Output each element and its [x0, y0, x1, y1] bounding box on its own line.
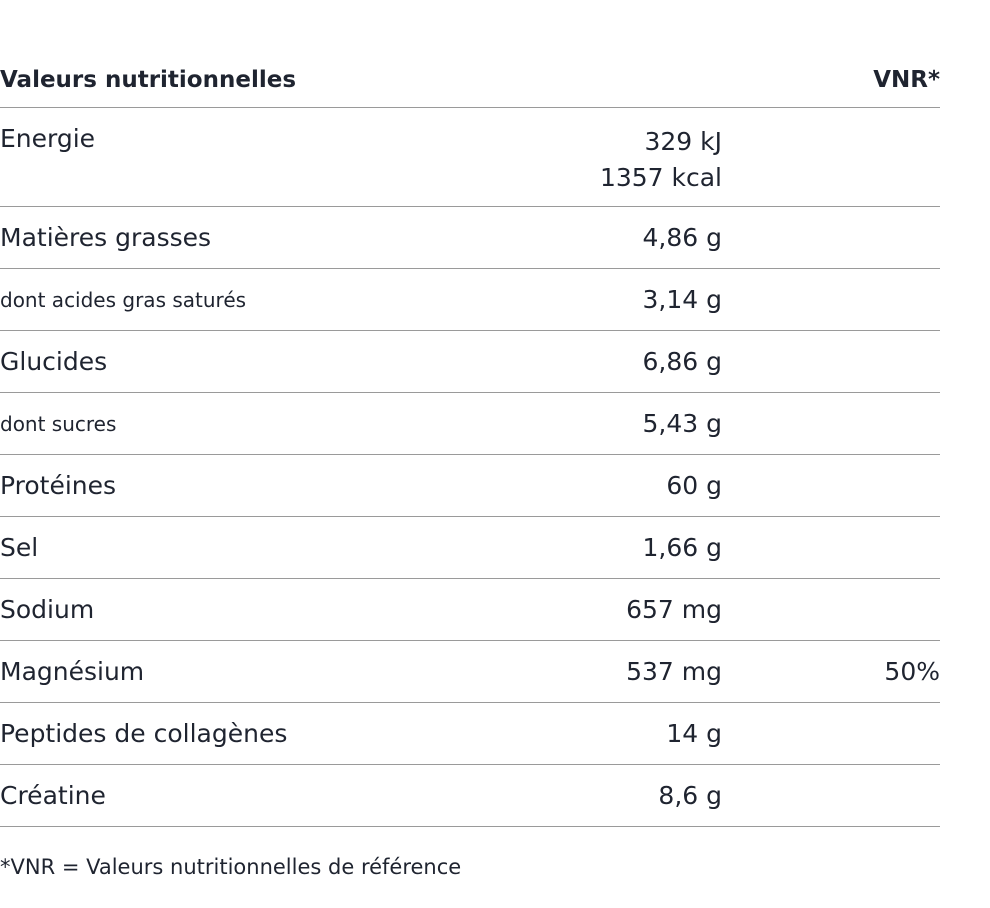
- row: Glucides 6,86 g: [0, 331, 940, 393]
- row-value: 1,66 g: [642, 532, 722, 562]
- row: dont sucres 5,43 g: [0, 393, 940, 455]
- row-value: 537 mg: [626, 656, 722, 686]
- row-label: Sel: [0, 533, 39, 562]
- row: Protéines 60 g: [0, 455, 940, 517]
- row-label: Energie: [0, 124, 96, 153]
- row-label: Protéines: [0, 471, 117, 500]
- row-value: 5,43 g: [642, 408, 722, 438]
- row: Sel 1,66 g: [0, 517, 940, 579]
- row-value: 4,86 g: [642, 222, 722, 252]
- row: Energie 329 kJ 1357 kcal: [0, 108, 940, 207]
- row-value: 8,6 g: [658, 780, 722, 810]
- row-label: Peptides de collagènes: [0, 719, 288, 748]
- row-value: 3,14 g: [642, 284, 722, 314]
- row-label: dont sucres: [0, 411, 117, 436]
- row: dont acides gras saturés 3,14 g: [0, 269, 940, 331]
- row: Magnésium 537 mg 50%: [0, 641, 940, 703]
- row-vnr: 50%: [884, 657, 940, 686]
- value-line: 1357 kcal: [599, 163, 722, 192]
- row-value: 329 kJ 1357 kcal: [422, 124, 722, 196]
- header-row: Valeurs nutritionnelles VNR*: [0, 52, 940, 108]
- row-label: Glucides: [0, 347, 108, 376]
- row-label: Matières grasses: [0, 223, 212, 252]
- row: Créatine 8,6 g: [0, 765, 940, 827]
- row-label: dont acides gras saturés: [0, 287, 247, 312]
- row-value: 657 mg: [626, 594, 722, 624]
- value-line: 329 kJ: [644, 127, 722, 156]
- row-label: Créatine: [0, 781, 106, 810]
- row-label: Magnésium: [0, 657, 145, 686]
- row-value: 60 g: [666, 470, 722, 500]
- row: Sodium 657 mg: [0, 579, 940, 641]
- header-label: Valeurs nutritionnelles: [0, 66, 297, 93]
- header-vnr: VNR*: [873, 66, 940, 93]
- row-label: Sodium: [0, 595, 95, 624]
- row-value: 6,86 g: [642, 346, 722, 376]
- row-value: 14 g: [666, 718, 722, 748]
- nutrition-table: Valeurs nutritionnelles VNR* Energie 329…: [0, 52, 940, 827]
- footnote: *VNR = Valeurs nutritionnelles de référe…: [0, 855, 462, 879]
- row: Peptides de collagènes 14 g: [0, 703, 940, 765]
- row: Matières grasses 4,86 g: [0, 207, 940, 269]
